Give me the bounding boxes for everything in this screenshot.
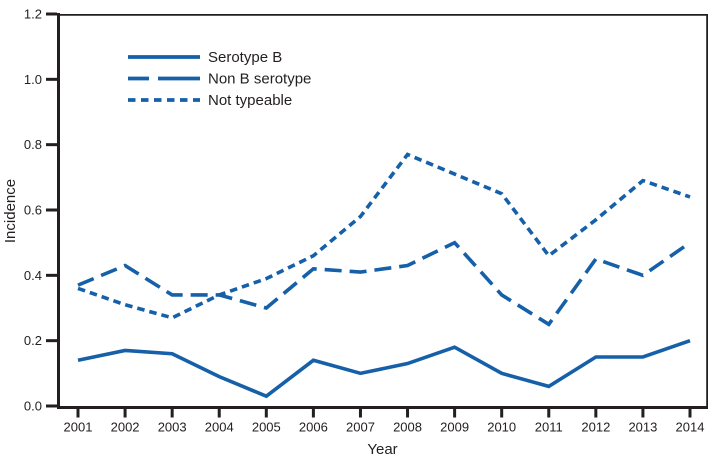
x-tick-label: 2002 xyxy=(111,420,140,435)
x-tick-label: 2011 xyxy=(535,420,563,435)
x-tick-label: 2012 xyxy=(581,420,610,435)
x-tick-label: 2001 xyxy=(64,420,93,435)
x-tick-label: 2013 xyxy=(628,420,657,435)
x-tick-label: 2003 xyxy=(158,420,187,435)
y-axis-title: Incidence xyxy=(2,178,19,244)
x-tick-label: 2009 xyxy=(440,420,469,435)
legend-label: Serotype B xyxy=(208,49,282,66)
x-tick-label: 2008 xyxy=(393,420,422,435)
y-tick-label: 1.2 xyxy=(24,7,42,22)
y-tick-label: 1.0 xyxy=(24,72,42,87)
legend-label: Non B serotype xyxy=(208,71,311,88)
legend-label: Not typeable xyxy=(208,92,292,109)
y-tick-label: 0.4 xyxy=(24,268,42,283)
x-tick-label: 2007 xyxy=(346,420,375,435)
y-tick-label: 0.8 xyxy=(24,137,42,152)
x-tick-label: 2005 xyxy=(252,420,281,435)
x-tick-label: 2014 xyxy=(676,420,705,435)
series-line-not-typeable xyxy=(77,152,691,320)
x-tick-label: 2010 xyxy=(487,420,516,435)
series-line-serotype-b xyxy=(77,338,691,399)
y-tick-label: 0.6 xyxy=(24,203,42,218)
x-tick-label: 2004 xyxy=(205,420,234,435)
x-tick-label: 2006 xyxy=(299,420,328,435)
x-axis-title: Year xyxy=(367,441,398,458)
series-line-non-b-serotype xyxy=(77,240,692,327)
y-tick-label: 0.0 xyxy=(24,399,42,414)
y-tick-label: 0.2 xyxy=(24,333,42,348)
